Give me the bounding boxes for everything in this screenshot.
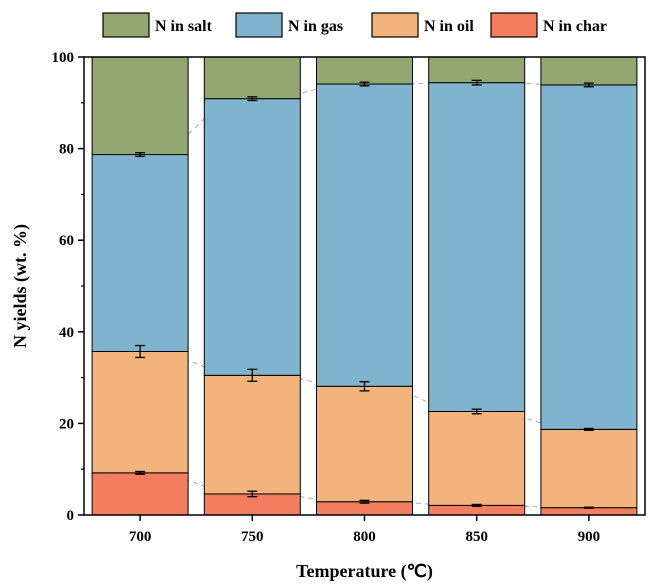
x-axis: 700 750 800 850 900 (129, 515, 600, 545)
bars (91, 56, 638, 516)
bar-segment (203, 374, 301, 495)
x-tick-label: 750 (241, 529, 264, 545)
bar-segment (540, 56, 638, 86)
legend-swatch (490, 12, 538, 38)
y-tick-label: 100 (52, 50, 75, 66)
y-tick-label: 80 (59, 142, 74, 158)
legend-swatch (235, 12, 283, 38)
y-axis: 0 20 40 60 80 100 (52, 50, 84, 524)
bar-segment (316, 385, 413, 503)
legend-label: N in gas (288, 18, 343, 35)
y-tick-label: 20 (59, 416, 74, 432)
legend-swatch (102, 12, 150, 38)
bar-segment (428, 410, 526, 506)
bar-segment (203, 56, 301, 100)
x-tick-label: 800 (353, 529, 376, 545)
bar-segment (428, 56, 526, 84)
bar-segment (91, 472, 189, 516)
error-bars (135, 79, 594, 509)
bar-segment (91, 350, 189, 474)
y-tick-label: 60 (59, 233, 74, 249)
bar-segment (316, 56, 413, 85)
x-tick-label: 900 (578, 529, 601, 545)
legend-swatch (371, 12, 419, 38)
y-tick-label: 40 (59, 325, 74, 341)
legend: N in salt N in gas N in oil N in char (102, 12, 607, 38)
bar-segment (203, 98, 301, 376)
bar-segment (540, 84, 638, 430)
y-tick-label: 0 (67, 508, 75, 524)
bar-segment (91, 56, 189, 156)
x-axis-title: Temperature (℃) (296, 561, 433, 582)
bar-segment (428, 82, 526, 412)
legend-label: N in oil (424, 18, 474, 35)
y-axis-title: N yields (wt. %) (10, 224, 31, 348)
x-tick-label: 850 (465, 529, 488, 545)
bar-segment (540, 428, 638, 509)
bar-segment (316, 83, 413, 387)
bar-segment (91, 154, 189, 352)
legend-label: N in salt (155, 18, 213, 35)
x-tick-label: 700 (129, 529, 152, 545)
legend-label: N in char (543, 18, 607, 35)
